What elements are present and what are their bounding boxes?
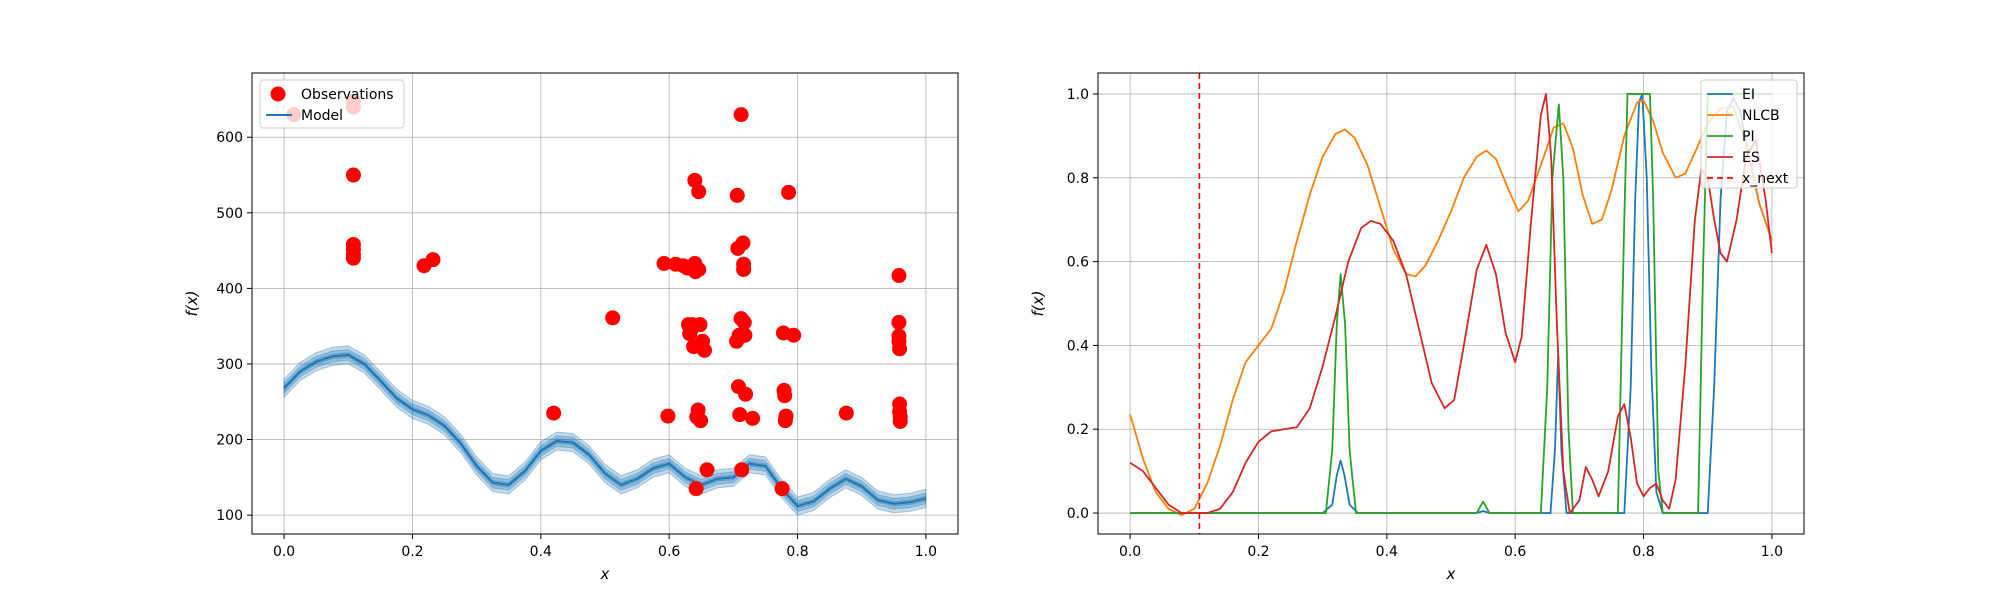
observation-point xyxy=(688,481,704,497)
observation-point xyxy=(660,408,676,424)
legend-label: PI xyxy=(1742,129,1755,145)
observation-point xyxy=(734,462,750,478)
observation-point xyxy=(546,405,562,421)
observation-point xyxy=(891,314,907,330)
y-tick-label: 200 xyxy=(216,433,243,449)
legend-label: ES xyxy=(1742,150,1760,166)
observation-point xyxy=(345,250,361,266)
legend-label: NLCB xyxy=(1742,108,1780,124)
series-nlcb-line xyxy=(1129,99,1773,517)
observation-point xyxy=(692,317,708,333)
observation-point xyxy=(737,327,753,343)
observation-point xyxy=(693,413,709,429)
observation-point xyxy=(777,388,793,404)
x-tick-label: 0.6 xyxy=(658,544,680,560)
series-es-line xyxy=(1129,93,1773,514)
x-tick-label: 1.0 xyxy=(915,544,937,560)
plot-frame xyxy=(1097,72,1805,535)
y-tick-label: 100 xyxy=(216,508,243,524)
y-tick-label: 0.6 xyxy=(1067,255,1089,271)
x-tick-label: 0.8 xyxy=(786,544,808,560)
x-tick-label: 0.0 xyxy=(1119,544,1141,560)
observation-point xyxy=(745,410,761,426)
x-tick-label: 0.0 xyxy=(273,544,295,560)
observation-point xyxy=(736,314,752,330)
observation-point xyxy=(691,261,707,277)
observation-point xyxy=(778,408,794,424)
model-confidence-band xyxy=(283,352,927,509)
observation-point xyxy=(696,342,712,358)
observation-point xyxy=(733,107,749,123)
observation-point xyxy=(699,462,715,478)
legend: EI NLCB PI ES x_next xyxy=(1700,79,1798,189)
y-tick-label: 0.2 xyxy=(1067,422,1089,438)
model-mean-line xyxy=(283,353,927,508)
observation-point xyxy=(729,187,745,203)
observation-point xyxy=(781,184,797,200)
observation-point xyxy=(735,235,751,251)
x-tick-label: 0.4 xyxy=(1376,544,1398,560)
observation-point xyxy=(732,407,748,423)
y-tick-label: 300 xyxy=(216,357,243,373)
observation-point xyxy=(425,252,441,268)
observation-point xyxy=(736,261,752,277)
chart-acquisition-functions: 0.0 0.2 0.4 0.6 0.8 1.0 0.0 0.2 0.4 0.6 0.8 1.0 x f(x… xyxy=(1029,72,1805,583)
x-axis-label: x xyxy=(1446,565,1456,583)
series-pi-line xyxy=(1130,93,1772,514)
observation-point xyxy=(774,481,790,497)
observation-point xyxy=(738,386,754,402)
observation-point xyxy=(891,268,907,284)
plot-frame xyxy=(251,72,959,535)
model-confidence-band xyxy=(283,349,927,512)
legend-label: EI xyxy=(1742,87,1755,103)
x-tick-label: 0.8 xyxy=(1632,544,1654,560)
y-tick-label: 500 xyxy=(216,206,243,222)
x-tick-label: 0.2 xyxy=(1247,544,1269,560)
legend-box xyxy=(1700,79,1798,189)
x-tick-label: 0.6 xyxy=(1504,544,1526,560)
legend-label: Model xyxy=(301,108,343,124)
legend-observations-marker xyxy=(270,86,286,102)
legend-label: Observations xyxy=(301,87,394,103)
observation-point xyxy=(691,184,707,200)
x-axis-label: x xyxy=(600,565,610,583)
y-axis-label: f(x) xyxy=(183,291,201,317)
observation-point xyxy=(345,167,361,183)
x-tick-label: 1.0 xyxy=(1761,544,1783,560)
observation-point xyxy=(605,310,621,326)
y-tick-label: 0.4 xyxy=(1067,338,1089,354)
y-tick-label: 1.0 xyxy=(1067,87,1089,103)
legend: Observations Model xyxy=(259,79,405,129)
y-tick-label: 0.0 xyxy=(1067,506,1089,522)
model-confidence-band xyxy=(283,345,927,516)
y-axis-label: f(x) xyxy=(1029,291,1047,317)
observation-point xyxy=(786,327,802,343)
observation-point xyxy=(656,255,672,271)
observation-point xyxy=(687,172,703,188)
y-tick-label: 0.8 xyxy=(1067,171,1089,187)
x-tick-label: 0.4 xyxy=(530,544,552,560)
chart-observations-model: 0.0 0.2 0.4 0.6 0.8 1.0 100 200 300 400 500 600 x f(x… xyxy=(183,72,959,583)
observation-point xyxy=(892,341,908,357)
y-tick-label: 600 xyxy=(216,130,243,146)
y-tick-label: 400 xyxy=(216,281,243,297)
legend-box xyxy=(259,79,405,129)
x-tick-label: 0.2 xyxy=(401,544,423,560)
observation-point xyxy=(838,405,854,421)
observation-point xyxy=(892,413,908,429)
legend-label: x_next xyxy=(1742,171,1789,187)
